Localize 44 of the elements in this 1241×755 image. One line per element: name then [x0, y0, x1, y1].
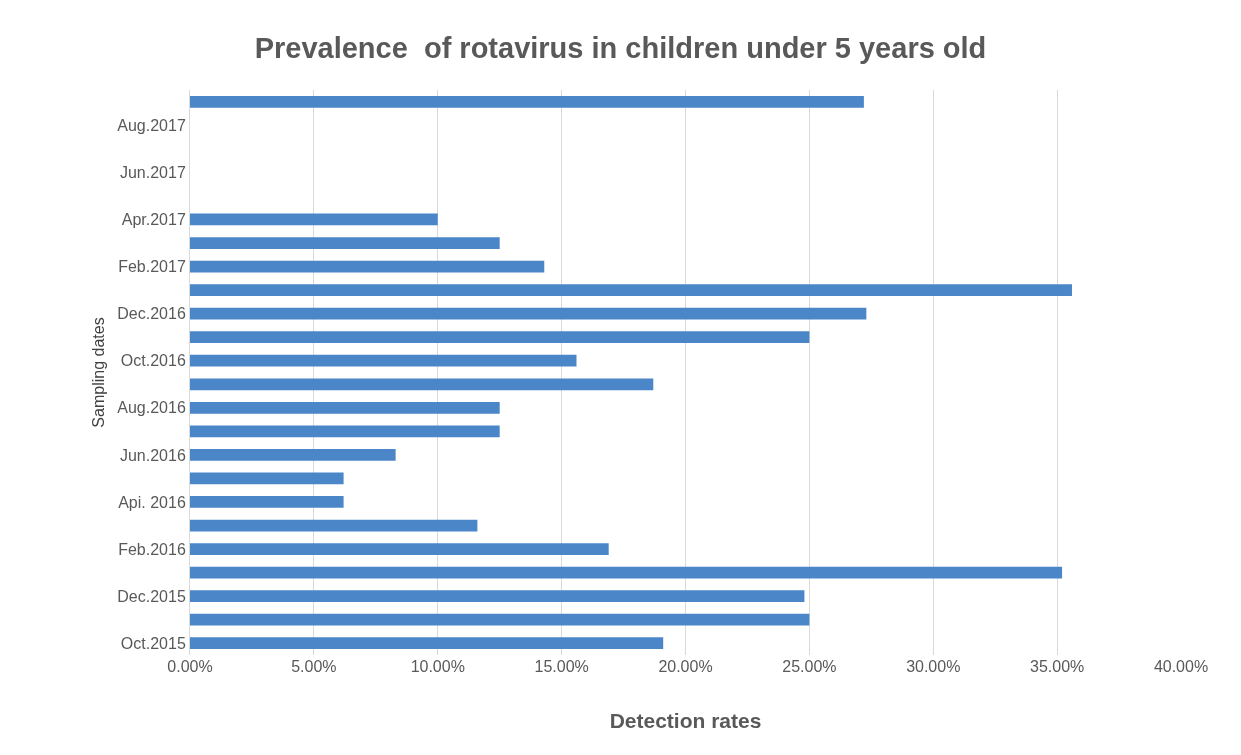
y-tick-label: Feb.2016: [118, 540, 186, 558]
x-tick-label: 25.00%: [782, 658, 837, 675]
y-tick-label: Dec.2015: [117, 587, 186, 605]
y-tick-label: Aug.2016: [117, 399, 186, 417]
y-tick-label: Oct.2016: [120, 352, 186, 370]
bar: [190, 237, 500, 249]
y-tick-label: Api. 2016: [118, 493, 186, 511]
bar: [190, 519, 478, 532]
bar: [190, 284, 1072, 296]
bar: [190, 354, 577, 367]
bar: [190, 378, 654, 391]
y-tick-label: Jun.2016: [119, 446, 186, 464]
x-tick-label: 0.00%: [167, 658, 213, 675]
y-axis-title: Sampling dates: [90, 317, 108, 428]
x-tick-label: 35.00%: [1030, 658, 1085, 675]
bar: [190, 566, 1063, 579]
chart-title: Prevalence of rotavirus in children under 5 years old: [254, 32, 987, 65]
bar: [190, 213, 438, 226]
bar: [190, 472, 344, 485]
y-tick-label: Dec.2016: [117, 305, 186, 323]
x-tick-label: 15.00%: [534, 658, 589, 675]
x-tick-label: 5.00%: [291, 658, 337, 675]
y-tick-label: Feb.2017: [118, 258, 186, 276]
x-axis-title: Detection rates: [609, 709, 762, 732]
bar: [190, 331, 810, 344]
x-tick-label: 20.00%: [658, 658, 713, 675]
x-tick-label: 30.00%: [906, 658, 961, 675]
x-tick-label: 40.00%: [1153, 658, 1209, 675]
bar: [190, 260, 545, 273]
bar: [190, 496, 344, 508]
y-tick-label: Aug.2017: [117, 116, 186, 134]
y-tick-label: Apr.2017: [121, 211, 186, 229]
bar: [190, 637, 664, 650]
y-tick-label: Jun.2017: [119, 164, 186, 181]
bar: [190, 425, 500, 438]
bar: [190, 590, 805, 603]
bar: [190, 543, 609, 555]
bar: [190, 449, 396, 461]
bar: [190, 613, 810, 626]
x-tick-label: 10.00%: [410, 658, 465, 675]
y-tick-label: Oct.2015: [120, 634, 186, 652]
bar: [190, 307, 867, 320]
bar: [190, 401, 500, 414]
bar: [190, 95, 864, 108]
